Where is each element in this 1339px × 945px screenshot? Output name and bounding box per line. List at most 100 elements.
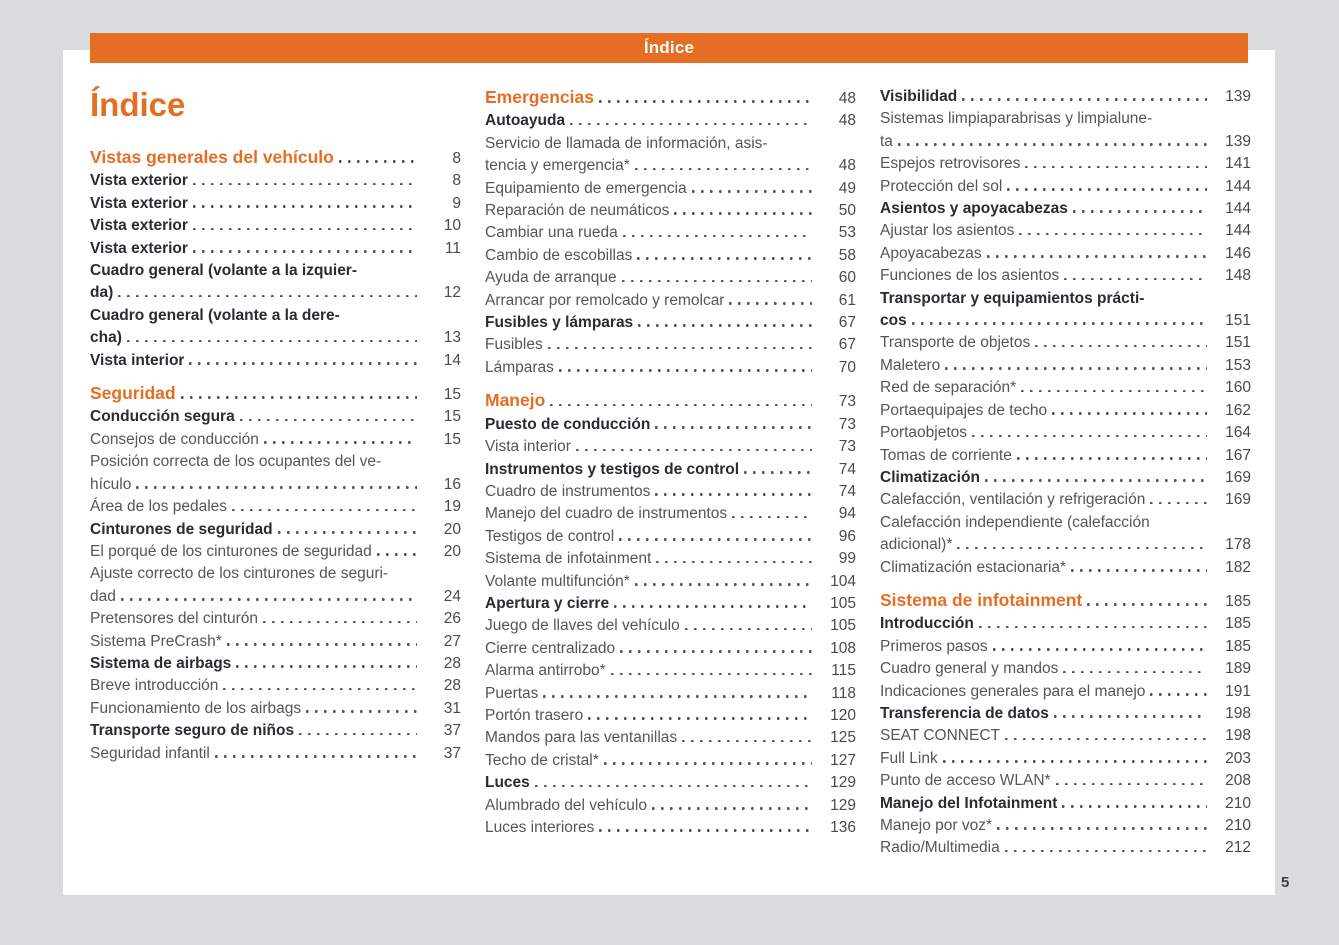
- entry-page-number: 108: [830, 639, 856, 657]
- dot-leader: [972, 434, 1207, 438]
- toc-entry-list: Emergencias 48 Autoayuda 48 Servicio de llam…: [485, 86, 856, 839]
- entry-label: Manejo del cuadro de instrumentos: [485, 505, 728, 523]
- toc-entry-list: Vistas generales del vehículo 8 Vista exte…: [90, 146, 461, 765]
- entry-line: Manejo del cuadro de instrumentos 94: [485, 503, 856, 525]
- toc-entry: Vista exterior 9: [90, 193, 461, 215]
- entry-line: Cuadro general y mandos 189: [880, 658, 1251, 680]
- dot-leader: [911, 322, 1207, 326]
- entry-page-number: 48: [838, 112, 856, 130]
- dot-leader: [338, 160, 417, 163]
- entry-page-number: 185: [1225, 637, 1251, 655]
- entry-label: Sistema de airbags: [90, 654, 232, 672]
- entry-line: Cierre centralizado 108: [485, 638, 856, 660]
- entry-label: Vista exterior: [90, 239, 188, 257]
- entry-page-number: 129: [830, 774, 856, 792]
- entry-line: Espejos retrovisores 141: [880, 153, 1251, 175]
- toc-column-1: Índice Vistas generales del vehículo 8 Vis…: [90, 86, 461, 860]
- toc-entry: Consejos de conducción 15: [90, 429, 461, 451]
- dot-leader: [306, 710, 417, 713]
- entry-label: da): [90, 284, 114, 302]
- toc-entry: Vista interior 14: [90, 350, 461, 372]
- toc-columns: Índice Vistas generales del vehículo 8 Vis…: [90, 86, 1251, 860]
- entry-line: dad 24: [90, 586, 461, 608]
- entry-page-number: 20: [443, 520, 461, 538]
- dot-leader: [1150, 692, 1207, 696]
- toc-entry: Transporte seguro de niños 37: [90, 720, 461, 742]
- entry-label: Tomas de corriente: [880, 446, 1012, 464]
- dot-leader: [1071, 568, 1207, 572]
- entry-page-number: 210: [1225, 794, 1251, 812]
- entry-label: Visibilidad: [880, 88, 958, 105]
- entry-label: Instrumentos y testigos de control: [485, 460, 740, 478]
- toc-entry: Cuadro general (volante a la dere-cha) 13: [90, 305, 461, 350]
- entry-line: Ajustar los asientos 144: [880, 220, 1251, 242]
- entry-line: Visibilidad 139: [880, 86, 1251, 108]
- entry-line: Lámparas 70: [485, 357, 856, 379]
- dot-leader: [620, 650, 812, 653]
- entry-page-number: 10: [443, 217, 461, 235]
- entry-label: Climatización estacionaria*: [880, 558, 1067, 576]
- dot-leader: [942, 760, 1207, 763]
- entry-page-number: 49: [838, 179, 856, 197]
- entry-line: Calefacción, ventilación y refrigeración…: [880, 489, 1251, 511]
- toc-entry: Radio/Multimedia 212: [880, 837, 1251, 859]
- toc-entry: Funciones de los asientos 148: [880, 265, 1251, 287]
- dot-leader: [744, 470, 812, 474]
- dot-leader: [1035, 344, 1207, 348]
- toc-column-2: Emergencias 48 Autoayuda 48 Servicio de llam…: [485, 86, 856, 860]
- toc-entry: Funcionamiento de los airbags 31: [90, 698, 461, 720]
- entry-label: Vista interior: [90, 351, 185, 369]
- toc-entry: Introducción 185: [880, 613, 1251, 635]
- entry-page-number: 185: [1225, 615, 1251, 633]
- entry-page-number: 60: [838, 269, 856, 287]
- toc-entry: Punto de acceso WLAN* 208: [880, 770, 1251, 792]
- dot-leader: [1052, 412, 1207, 415]
- entry-label: Vista exterior: [90, 217, 188, 235]
- entry-label: Sistema PreCrash*: [90, 632, 222, 650]
- dot-leader: [232, 508, 417, 512]
- entry-page-number: 208: [1225, 772, 1251, 790]
- entry-line: Seguridad infantil 37: [90, 743, 461, 765]
- toc-entry: Instrumentos y testigos de control 74: [485, 459, 856, 481]
- dot-leader: [1055, 782, 1207, 786]
- dot-leader: [575, 448, 812, 452]
- entry-label: Puertas: [485, 684, 539, 702]
- dot-leader: [1021, 389, 1207, 393]
- dot-leader: [192, 205, 417, 208]
- entry-label: Manejo del Infotainment: [880, 794, 1058, 812]
- dot-leader: [732, 515, 812, 519]
- entry-line: Área de los pedales 19: [90, 496, 461, 518]
- entry-label: Puesto de conducción: [485, 415, 651, 433]
- entry-page-number: 14: [443, 351, 461, 369]
- entry-label: Cambiar una rueda: [485, 224, 618, 242]
- entry-label: El porqué de los cinturones de seguridad: [90, 542, 372, 560]
- toc-entry: Sistema de infotainment 99: [485, 548, 856, 570]
- toc-entry: Volante multifunción* 104: [485, 571, 856, 593]
- entry-label: Apoyacabezas: [880, 244, 982, 262]
- entry-line: Vista exterior 9: [90, 193, 461, 215]
- entry-label: Alumbrado del vehículo: [485, 796, 647, 814]
- dot-leader: [226, 642, 417, 646]
- entry-label-wrapped-line: Servicio de llamada de información, asis…: [485, 134, 768, 152]
- entry-label: Transporte de objetos: [880, 334, 1031, 352]
- entry-line: Apertura y cierre 105: [485, 593, 856, 615]
- entry-line: Primeros pasos 185: [880, 636, 1251, 658]
- entry-label: Espejos retrovisores: [880, 155, 1021, 173]
- toc-entry: Climatización 169: [880, 467, 1251, 489]
- dot-leader: [691, 190, 812, 193]
- entry-line: Mandos para las ventanillas 125: [485, 727, 856, 749]
- entry-line: Vista exterior 10: [90, 215, 461, 237]
- entry-page-number: 105: [830, 594, 856, 612]
- entry-page-number: 144: [1225, 200, 1251, 218]
- entry-label: Funciones de los asientos: [880, 267, 1060, 285]
- entry-line: cos 151: [880, 310, 1251, 332]
- toc-entry: Manejo 73: [485, 389, 856, 413]
- entry-page-number: 15: [443, 430, 461, 448]
- entry-label: ta: [880, 132, 893, 150]
- dot-leader: [547, 346, 812, 350]
- toc-entry: Manejo por voz* 210: [880, 815, 1251, 837]
- entry-label: Cuadro general y mandos: [880, 660, 1059, 678]
- toc-entry: Alarma antirrobo* 115: [485, 660, 856, 682]
- entry-label: Transporte seguro de niños: [90, 722, 295, 740]
- dot-leader: [1087, 603, 1207, 606]
